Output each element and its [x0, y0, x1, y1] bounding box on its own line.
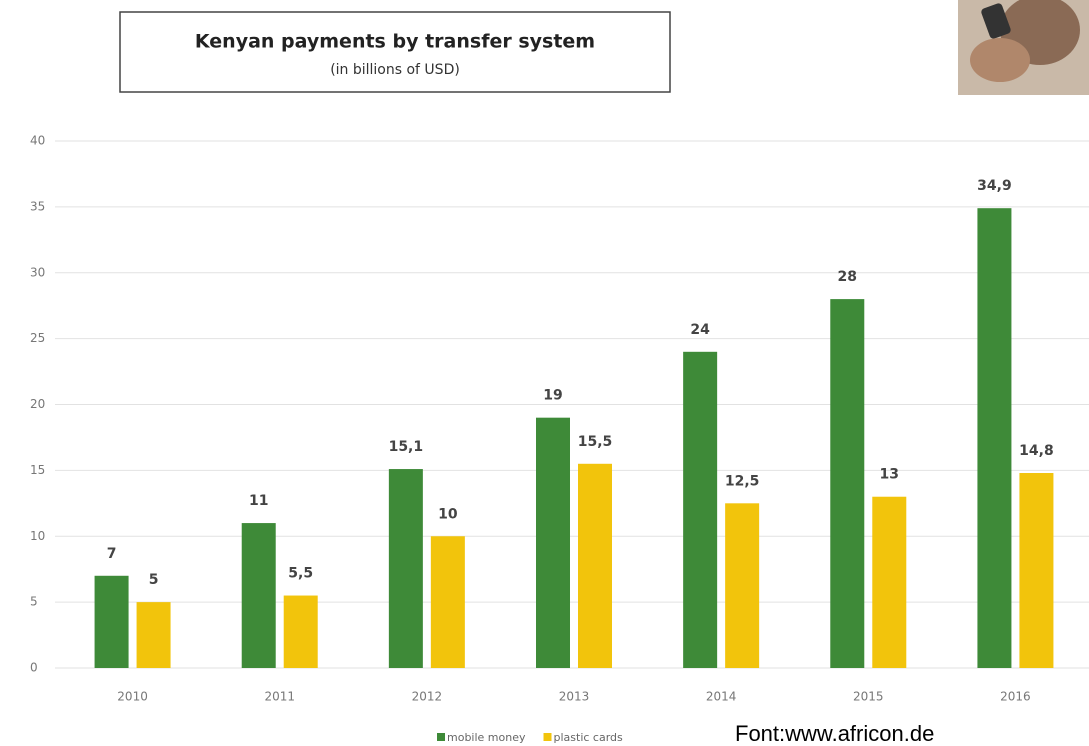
bar [136, 602, 171, 668]
bar [1019, 473, 1054, 668]
value-label: 15,5 [578, 434, 613, 450]
photo [958, 0, 1089, 95]
legend-swatch [437, 733, 445, 741]
y-tick-label: 35 [30, 199, 45, 213]
bar [94, 575, 129, 668]
x-tick-label: 2016 [1000, 690, 1031, 704]
x-tick-label: 2011 [264, 690, 295, 704]
bar [241, 523, 276, 668]
bar [283, 595, 318, 668]
value-label: 10 [438, 506, 458, 522]
bar [430, 536, 465, 668]
value-label: 5 [149, 572, 159, 588]
bar [872, 496, 907, 668]
bar [388, 469, 423, 668]
chart-title: Kenyan payments by transfer system [195, 31, 595, 53]
value-label: 24 [690, 322, 710, 338]
y-tick-label: 15 [30, 463, 45, 477]
legend-label: plastic cards [554, 731, 624, 744]
y-tick-label: 5 [30, 595, 38, 609]
y-tick-label: 40 [30, 134, 45, 148]
title-box [119, 11, 671, 93]
value-label: 15,1 [389, 439, 424, 455]
bar [536, 417, 570, 668]
x-tick-label: 2010 [117, 690, 148, 704]
x-tick-label: 2012 [412, 690, 443, 704]
value-label: 14,8 [1019, 443, 1054, 459]
y-tick-label: 30 [30, 265, 45, 279]
bar [830, 299, 865, 668]
y-tick-label: 25 [30, 331, 45, 345]
value-label: 11 [249, 493, 268, 509]
value-label: 12,5 [725, 473, 760, 489]
value-label: 34,9 [977, 178, 1012, 194]
legend-label: mobile money [447, 731, 526, 744]
bar [725, 503, 760, 668]
y-tick-label: 10 [30, 529, 45, 543]
y-tick-label: 0 [30, 661, 38, 675]
y-tick-label: 20 [30, 397, 45, 411]
x-tick-label: 2014 [706, 690, 737, 704]
bar [578, 463, 612, 668]
bar [977, 208, 1012, 668]
value-label: 28 [838, 269, 857, 285]
source: Font:www.africon.de [735, 721, 934, 746]
value-label: 13 [880, 467, 899, 483]
value-label: 7 [107, 546, 117, 562]
chart-subtitle: (in billions of USD) [330, 62, 460, 78]
value-label: 5,5 [288, 566, 313, 582]
x-tick-label: 2015 [853, 690, 884, 704]
legend-swatch [543, 733, 552, 741]
bar [683, 351, 718, 668]
value-label: 19 [543, 388, 562, 404]
x-tick-label: 2013 [559, 690, 590, 704]
